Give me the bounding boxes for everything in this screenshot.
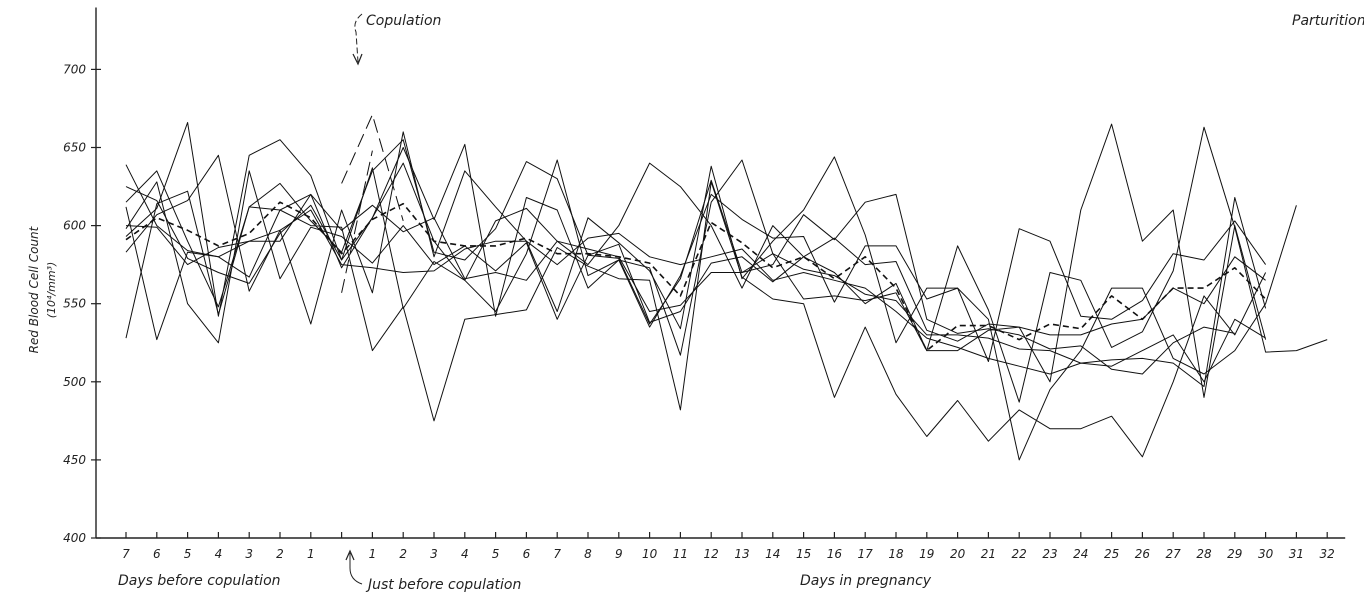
x-tick-label: 13 — [734, 547, 749, 561]
series-line-5 — [125, 193, 1267, 387]
y-axis: 400 450 500 550 600 650 700 — [63, 7, 101, 545]
x-tick-label: 28 — [1196, 547, 1212, 561]
x-tick-label: 17 — [858, 547, 874, 561]
x-tick-label: 8 — [584, 547, 592, 561]
just-before-arrowhead — [345, 549, 355, 561]
y-axis-label: Red Blood Cell Count — [27, 225, 41, 353]
x-tick-label: 11 — [673, 547, 688, 561]
x-tick-label: 29 — [1227, 547, 1242, 561]
x-tick-label: 21 — [981, 547, 996, 561]
x-tick-label: 30 — [1258, 547, 1274, 561]
x-axis: 7 6 5 4 3 2 1 1 2 3 4 5 6 7 8 9 10 11 12 13 14 15 16 17 18 19 20 21… — [96, 532, 1346, 561]
y-tick-label: 500 — [63, 375, 86, 389]
copulation-arrow — [354, 13, 363, 63]
series-line-1 — [125, 164, 1266, 383]
x-tick-label: 7 — [553, 547, 561, 561]
x-tick-label: 12 — [704, 547, 719, 561]
x-tick-label: 31 — [1289, 547, 1304, 561]
x-tick-label: 6 — [153, 547, 161, 561]
series-line-9 — [125, 126, 1328, 403]
series-line-2 — [125, 139, 1235, 375]
y-tick-label: 600 — [63, 219, 86, 233]
y-tick-label: 650 — [63, 141, 86, 155]
x-tick-label: 32 — [1320, 547, 1335, 561]
x-tick-label: 3 — [245, 547, 253, 561]
just-before-arrow — [349, 553, 363, 585]
x-tick-label: 5 — [184, 547, 192, 561]
series-line-mean — [125, 201, 1267, 352]
x-tick-label: 9 — [615, 547, 623, 561]
series-line-6 — [125, 122, 1267, 398]
x-tick-label: 19 — [919, 547, 934, 561]
y-tick-label: 400 — [63, 531, 86, 545]
x-tick-label: 1 — [307, 547, 315, 561]
x-tick-label: 2 — [399, 547, 407, 561]
x-tick-label: 4 — [215, 547, 223, 561]
series-layer — [125, 114, 1328, 461]
copulation-arrowhead — [352, 53, 363, 66]
y-axis-unit: (10⁴/mm³) — [45, 262, 58, 319]
x-tick-label: 4 — [461, 547, 469, 561]
x-tick-label: 16 — [827, 547, 843, 561]
x-tick-label: 2 — [276, 547, 284, 561]
x-tick-label: 18 — [888, 547, 904, 561]
series-line-11 — [341, 150, 373, 293]
x-tick-label: 22 — [1012, 547, 1027, 561]
copulation-annotation: Copulation — [366, 13, 441, 29]
y-tick-label: 550 — [63, 297, 86, 311]
x-tick-label: 3 — [430, 547, 438, 561]
series-line-7 — [125, 181, 1267, 458]
just-before-annotation: Just before copulation — [365, 577, 521, 593]
x-tick-label: 20 — [950, 547, 966, 561]
series-line-3 — [125, 159, 1267, 362]
x-tick-label: 7 — [122, 547, 130, 561]
x-tick-label: 5 — [492, 547, 500, 561]
days-before-label: Days before copulation — [118, 573, 281, 589]
x-tick-label: 25 — [1104, 547, 1119, 561]
parturition-annotation: Parturition — [1292, 13, 1364, 29]
x-tick-label: 10 — [642, 547, 658, 561]
x-tick-label: 23 — [1042, 547, 1057, 561]
series-line-10 — [341, 114, 404, 222]
x-tick-label: 6 — [523, 547, 531, 561]
y-tick-label: 700 — [63, 62, 86, 76]
series-line-4 — [125, 170, 1266, 344]
x-tick-label: 26 — [1135, 547, 1151, 561]
x-tick-label: 27 — [1166, 547, 1182, 561]
series-line-8 — [125, 131, 1297, 461]
days-pregnancy-label: Days in pregnancy — [800, 573, 932, 589]
x-tick-label: 14 — [765, 547, 780, 561]
x-tick-label: 1 — [369, 547, 377, 561]
x-tick-label: 15 — [796, 547, 811, 561]
x-tick-label: 24 — [1073, 547, 1088, 561]
y-tick-label: 450 — [63, 453, 86, 467]
